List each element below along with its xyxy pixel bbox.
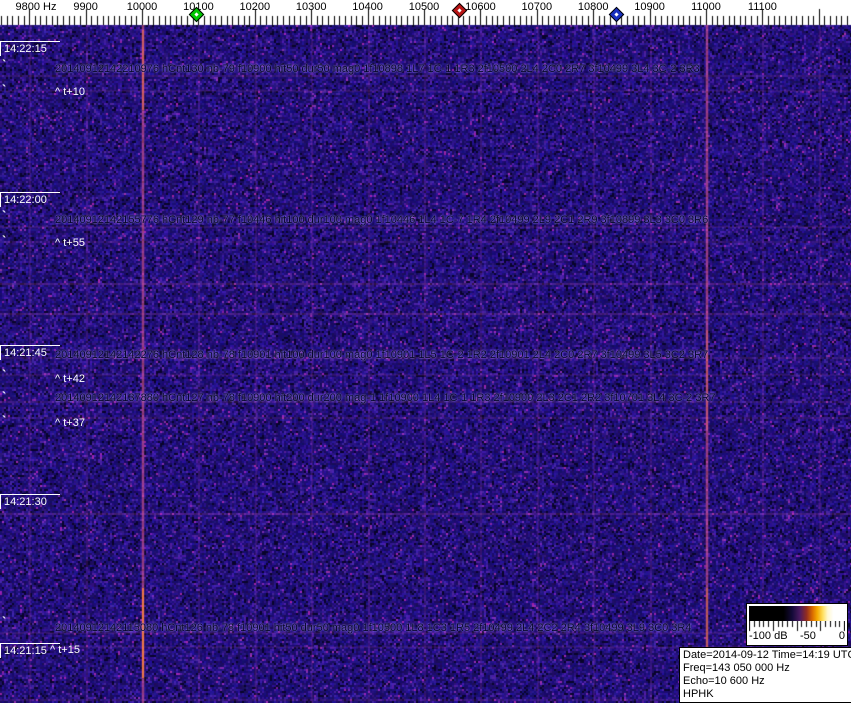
left-tick-mark: `	[2, 413, 7, 428]
freq-label-10900: 10900	[634, 1, 665, 13]
colorscale-legend: -100 dB -50 0	[746, 603, 848, 646]
time-label: 14:21:45	[0, 345, 60, 360]
colorscale-ticks	[749, 621, 845, 632]
freq-label-10800: 10800	[577, 1, 609, 13]
time-label: 14:22:00	[0, 192, 60, 207]
left-tick-mark: `	[2, 57, 7, 72]
event-offset-marker: ^ t+37	[55, 417, 85, 429]
colorscale-labels: -100 dB -50 0	[747, 630, 847, 644]
freq-label-10700: 10700	[521, 1, 553, 13]
freq-label-10000: 10000	[126, 1, 158, 13]
event-annotation: 20140912142155776 hCnt129 nb-77 f10446 h…	[55, 214, 709, 226]
event-offset-marker: ^ t+10	[55, 86, 85, 98]
event-annotation: 20140912142142276 hCnt128 nb-78 f10901 h…	[55, 349, 709, 361]
info-freq-line: Freq=143 050 000 Hz	[683, 662, 790, 674]
freq-label-11100: 11100	[747, 1, 777, 13]
freq-label-9800: 9800 Hz	[15, 1, 57, 13]
freq-label-10200: 10200	[239, 1, 271, 13]
freq-label-10500: 10500	[408, 1, 440, 13]
info-station-line: HPHK	[683, 688, 714, 700]
left-tick-mark: `	[2, 389, 7, 404]
freq-label-10400: 10400	[352, 1, 383, 13]
freq-label-9900: 9900	[73, 1, 98, 13]
left-tick-mark: `	[2, 82, 7, 97]
event-offset-marker: ^ t+42	[55, 373, 85, 385]
freq-label-10300: 10300	[295, 1, 327, 13]
freq-label-11000: 11000	[691, 1, 721, 13]
event-offset-marker: ^ t+15	[50, 644, 80, 656]
time-label: 14:22:15	[0, 41, 60, 56]
colorscale-mid-label: -50	[800, 630, 816, 642]
time-label: 14:21:15	[0, 643, 60, 658]
info-date-line: Date=2014-09-12 Time=14:19 UTC	[683, 649, 851, 661]
colorscale-min-label: -100 dB	[749, 630, 788, 642]
status-info-box: Date=2014-09-12 Time=14:19 UTC Freq=143 …	[679, 647, 851, 703]
left-tick-mark: `	[2, 614, 7, 629]
left-tick-mark: `	[2, 208, 7, 223]
colorscale-gradient	[749, 606, 845, 621]
event-annotation: 20140912142210976 hCnt130 nb-79 f10900 h…	[55, 63, 700, 75]
event-annotation: 20140912142137880 hCnt127 nb-78 f10900 h…	[55, 392, 716, 404]
freq-label-10600: 10600	[465, 1, 496, 13]
time-label: 14:21:30	[0, 494, 60, 509]
freq-label-10100: 10100	[183, 1, 214, 13]
info-echo-line: Echo=10 600 Hz	[683, 675, 765, 687]
event-annotation: 20140912142115080 hCnt126 nb-78 f10901 h…	[55, 622, 692, 634]
left-tick-mark: `	[2, 233, 7, 248]
left-tick-mark: `	[2, 367, 7, 382]
event-offset-marker: ^ t+55	[55, 237, 85, 249]
colorscale-max-label: 0	[838, 630, 845, 642]
